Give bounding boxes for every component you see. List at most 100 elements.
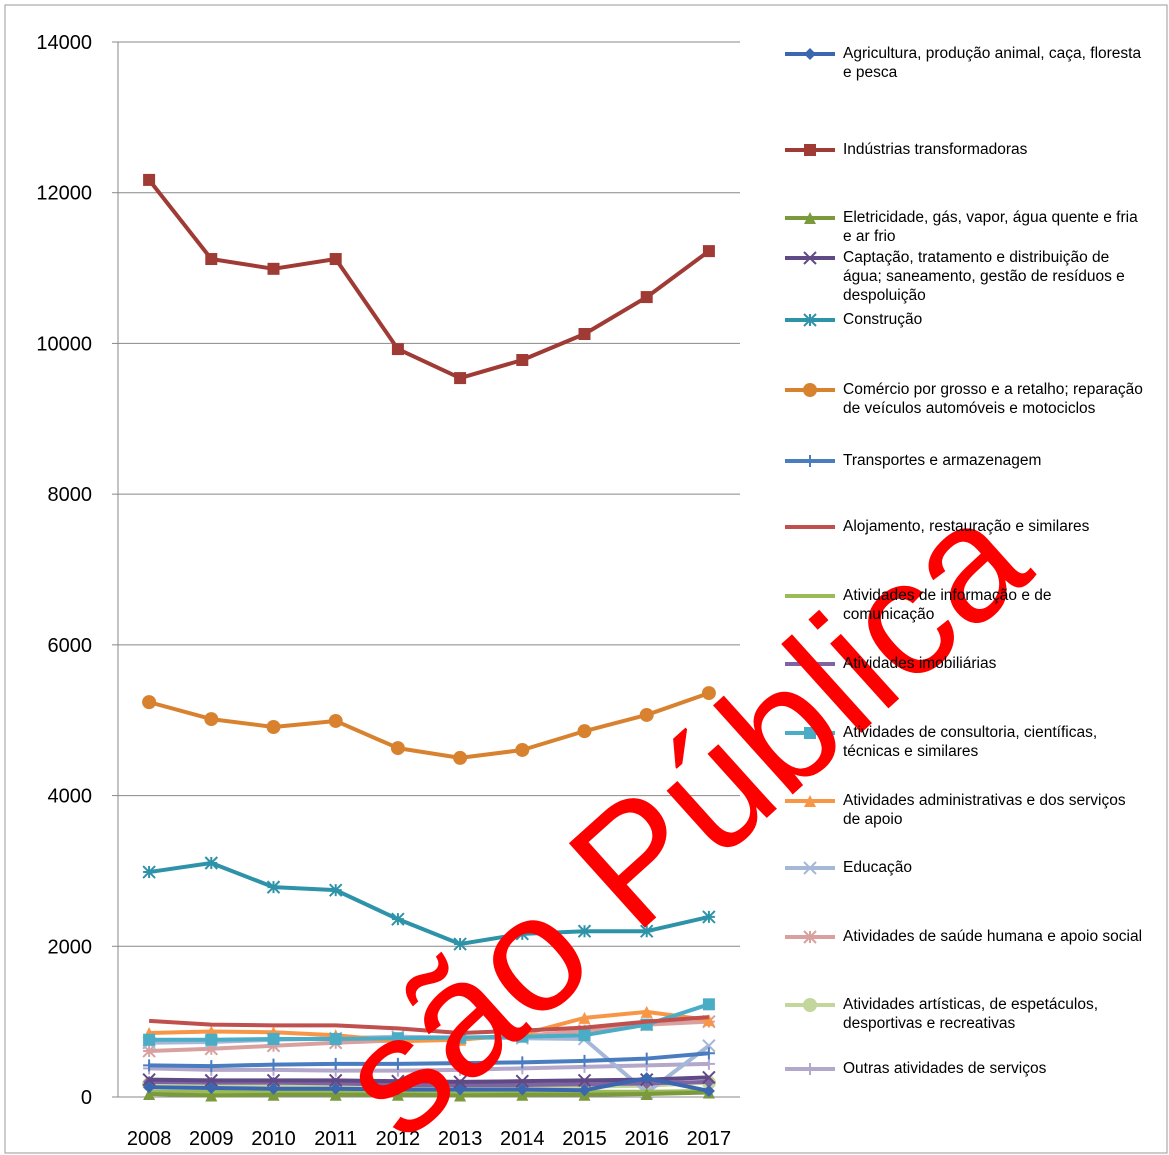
legend-marker [804, 48, 816, 60]
frame [4, 4, 1168, 1154]
legend-marker [804, 455, 816, 467]
point [205, 1060, 218, 1073]
series-line [148, 691, 710, 760]
y-tick-label: 10000 [36, 333, 92, 355]
legend-label: Eletricidade, gás, vapor, água quente e … [843, 209, 1138, 245]
point [267, 1088, 280, 1101]
point [329, 1088, 342, 1101]
series-line [149, 1009, 710, 1044]
point [702, 245, 715, 258]
point [515, 742, 530, 757]
legend-label: Atividades de saúde humana e apoio socia… [843, 928, 1143, 945]
point [516, 354, 529, 367]
point [577, 1073, 592, 1088]
y-tick-label: 4000 [48, 786, 93, 808]
x-tick-label: 2014 [500, 1128, 545, 1150]
y-tick-label: 2000 [48, 936, 93, 958]
point [516, 1056, 529, 1069]
legend-marker [804, 658, 816, 670]
legend-label: Comércio por grosso e a retalho; reparaç… [843, 381, 1143, 417]
point [453, 937, 467, 951]
point [391, 912, 405, 926]
legend-label: Transportes e armazenagem [843, 452, 1042, 469]
x-tick-label: 2009 [189, 1128, 234, 1150]
point [142, 1072, 156, 1087]
series-line [149, 1076, 710, 1093]
legend-label: Captação, tratamento e distribuição de á… [843, 249, 1125, 304]
point [454, 372, 467, 385]
x-tick-label: 2016 [624, 1128, 669, 1150]
point [143, 1087, 156, 1100]
series-line [149, 1002, 710, 1042]
point [267, 1058, 280, 1071]
point [266, 719, 281, 734]
point [205, 1089, 218, 1102]
x-tick-label: 2011 [314, 1128, 357, 1150]
point [204, 856, 219, 870]
y-tick-label: 8000 [48, 484, 93, 506]
point [205, 1081, 218, 1094]
point [516, 1030, 529, 1043]
legend-label: Indústrias transformadoras [843, 141, 1028, 158]
series-line [147, 178, 711, 381]
legend-label: Atividades de consultoria, científicas, … [843, 724, 1098, 760]
point [267, 262, 280, 275]
point [515, 1074, 530, 1088]
series-line [148, 861, 710, 947]
point [640, 1087, 653, 1100]
point [391, 343, 404, 356]
point [267, 1032, 280, 1045]
series-line [148, 1015, 710, 1035]
legend-label: Construção [843, 311, 923, 328]
point [515, 927, 530, 941]
point [516, 1083, 529, 1096]
point [266, 1073, 281, 1088]
point [578, 1011, 591, 1024]
point [328, 713, 343, 728]
legend-marker [803, 383, 817, 397]
point [702, 910, 716, 924]
legend-marker [803, 998, 817, 1012]
legend-marker [803, 930, 817, 944]
point [453, 1075, 467, 1089]
point [328, 1073, 343, 1088]
point [454, 1083, 467, 1096]
point [143, 1059, 156, 1072]
point [142, 1044, 156, 1058]
point [702, 1047, 715, 1060]
point [578, 1029, 591, 1042]
legend-marker [804, 727, 816, 739]
series-line [149, 1088, 709, 1095]
point [640, 1072, 653, 1085]
point [204, 1042, 219, 1056]
legend-label: Educação [843, 859, 912, 876]
point [266, 1039, 281, 1053]
x-tick-label: 2015 [562, 1128, 607, 1150]
x-tick-label: 2012 [376, 1128, 421, 1150]
point [453, 750, 468, 765]
point [204, 1073, 219, 1088]
point [578, 1054, 591, 1067]
legend-marker [804, 795, 816, 807]
point [329, 253, 342, 266]
point [391, 1032, 404, 1045]
x-tick-label: 2008 [127, 1128, 172, 1150]
y-tick-label: 0 [81, 1087, 92, 1109]
y-tick-label: 6000 [48, 635, 93, 657]
point [391, 1057, 404, 1070]
point [205, 253, 218, 266]
point [639, 924, 654, 938]
point [143, 1081, 156, 1094]
series-line [149, 1075, 709, 1084]
point [329, 1057, 342, 1070]
y-tick-label: 12000 [36, 183, 92, 205]
y-tick-label: 14000 [36, 32, 92, 54]
point [640, 1005, 653, 1018]
legend-marker [803, 313, 817, 327]
point [391, 1083, 404, 1096]
point [142, 865, 156, 879]
x-tick-label: 2013 [438, 1128, 483, 1150]
point [578, 328, 591, 341]
point [577, 924, 592, 938]
point [266, 880, 281, 894]
